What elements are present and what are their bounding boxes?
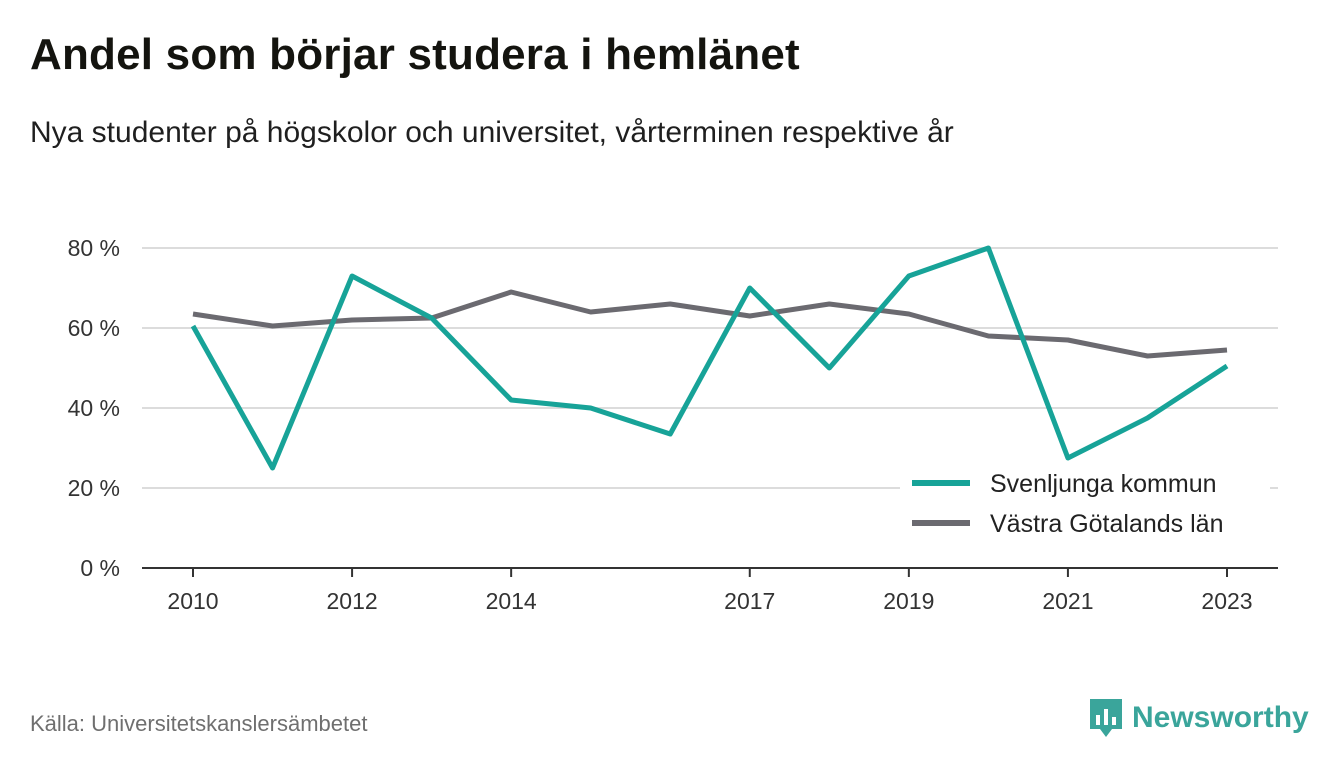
series-line-0 bbox=[190, 245, 1229, 471]
x-tick-label: 2019 bbox=[883, 588, 934, 614]
legend-label: Västra Götalands län bbox=[990, 510, 1223, 538]
x-tick-label: 2017 bbox=[724, 588, 775, 614]
x-tick-label: 2012 bbox=[326, 588, 377, 614]
legend-background bbox=[900, 462, 1270, 548]
legend: Svenljunga kommun Västra Götalands län bbox=[900, 462, 1270, 548]
y-tick-label: 80 % bbox=[68, 235, 120, 261]
x-tick-label: 2014 bbox=[486, 588, 537, 614]
chart-title: Andel som börjar studera i hemlänet bbox=[30, 30, 800, 79]
x-tick-label: 2021 bbox=[1042, 588, 1093, 614]
x-axis: 2010 2012 2014 2017 2019 2021 2023 bbox=[142, 567, 1278, 614]
series-lines bbox=[190, 245, 1229, 471]
y-tick-label: 60 % bbox=[68, 315, 120, 341]
legend-label: Svenljunga kommun bbox=[990, 470, 1217, 498]
y-axis-labels: 0 % 20 % 40 % 60 % 80 % bbox=[68, 235, 120, 581]
y-tick-label: 20 % bbox=[68, 475, 120, 501]
chart-subtitle: Nya studenter på högskolor och universit… bbox=[30, 116, 954, 149]
brand-name: Newsworthy bbox=[1132, 701, 1309, 734]
newsworthy-logo-icon bbox=[1090, 699, 1122, 737]
y-tick-label: 40 % bbox=[68, 395, 120, 421]
x-tick-label: 2023 bbox=[1201, 588, 1252, 614]
series-line-1 bbox=[192, 289, 1228, 359]
y-tick-label: 0 % bbox=[80, 555, 120, 581]
x-tick-label: 2010 bbox=[167, 588, 218, 614]
brand-logo: Newsworthy bbox=[1088, 697, 1309, 739]
source-note: Källa: Universitetskanslersämbetet bbox=[30, 711, 368, 736]
